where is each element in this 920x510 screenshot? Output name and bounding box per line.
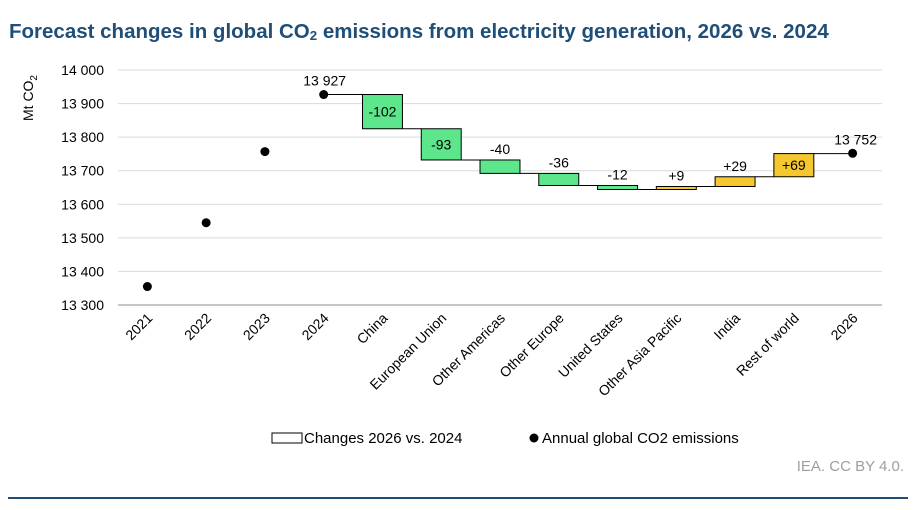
bar-value-label: +29 [723,158,747,174]
point-value-label: 13 927 [303,73,346,89]
x-tick-label: China [353,310,390,347]
change-bar [420,128,462,161]
bar-value-label: -93 [431,136,451,152]
gridlines [118,69,882,306]
annual-point [201,218,211,228]
change-bar [714,176,756,187]
y-tick-label: 13 800 [61,129,104,145]
y-tick-label: 13 300 [61,297,104,313]
chart-title: Forecast changes in global CO2 emissions… [9,20,829,43]
x-tick-label: 2024 [298,310,331,343]
y-tick-label: 13 400 [61,263,104,279]
change-bar [773,153,815,178]
annual-point [848,148,858,158]
annual-point [260,147,270,157]
change-bar [361,94,403,130]
y-tick-label: 13 600 [61,196,104,212]
change-bar [655,185,697,191]
legend-label: Annual global CO2 emissions [542,430,739,447]
annual-points: 13 927 13 752 [142,73,877,292]
legend-swatch-dot [529,433,539,443]
change-bar [597,184,639,191]
y-axis-label: Mt CO2 [20,75,40,121]
x-tick-label: Rest of world [733,310,802,379]
x-tick-label: 2023 [240,310,273,343]
bar-value-label: -40 [490,141,510,157]
change-bars: -102 -93 -40 -36 -12 +9 +29 +69 [323,94,853,191]
bottom-rule [8,497,908,499]
change-bar [479,159,521,174]
change-bar [538,172,580,186]
y-tick-label: 13 900 [61,96,104,112]
annual-point [319,90,329,100]
y-tick-label: 13 500 [61,230,104,246]
x-tick-label: 2026 [827,310,860,343]
annual-point [142,282,152,292]
legend: Changes 2026 vs. 2024 Annual global CO2 e… [271,430,739,447]
point-value-label: 13 752 [834,131,877,147]
source-credit: IEA. CC BY 4.0. [796,458,904,475]
y-axis: 13 300 13 400 13 500 13 600 13 700 13 800 13 9… [61,62,104,313]
x-tick-label: 2022 [181,310,214,343]
bar-value-label: -12 [607,166,627,182]
bar-value-label: -36 [549,154,569,170]
x-tick-label: 2021 [122,310,155,343]
legend-label: Changes 2026 vs. 2024 [304,430,462,447]
bar-value-label: -102 [368,104,396,120]
legend-swatch-box [271,432,303,444]
y-tick-label: 14 000 [61,62,104,78]
x-tick-label: India [710,310,743,343]
bar-value-label: +69 [782,157,806,173]
y-tick-label: 13 700 [61,163,104,179]
bar-value-label: +9 [668,167,684,183]
